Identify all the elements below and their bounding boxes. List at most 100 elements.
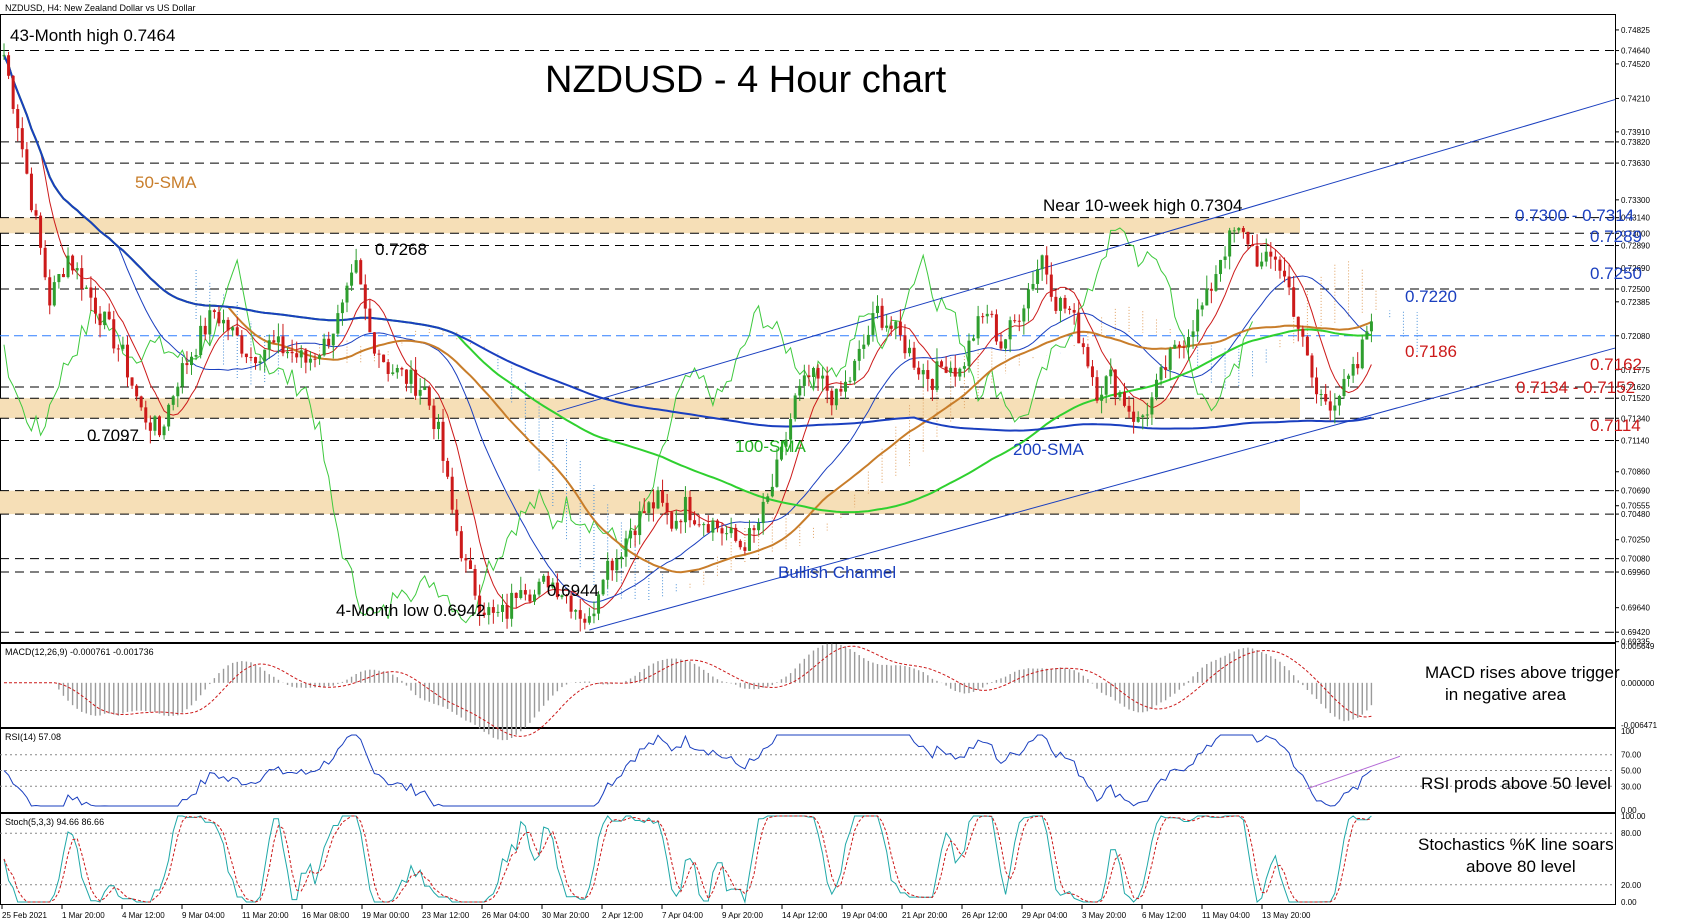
candle-body — [587, 616, 591, 623]
candle-body — [679, 520, 683, 523]
candle-body — [1141, 415, 1145, 418]
candle-body — [656, 490, 660, 509]
macd-label: MACD(12,26,9) -0.000761 -0.001736 — [5, 647, 154, 657]
chart-title: NZDUSD - 4 Hour chart — [545, 59, 947, 101]
candle-body — [569, 595, 573, 612]
candle-body — [976, 316, 980, 339]
symbol-info: NZDUSD, H4: New Zealand Dollar vs US Dol… — [5, 3, 196, 13]
candle-body — [125, 344, 129, 378]
time-tick-label: 1 Mar 20:00 — [62, 911, 105, 919]
candle-body — [770, 486, 774, 497]
price-zones — [0, 217, 1300, 515]
candle-body — [1113, 369, 1117, 398]
price-tick-label: 0.69420 — [1621, 628, 1650, 637]
rsi-note: RSI prods above 50 level — [1421, 774, 1611, 793]
candle-body — [318, 355, 322, 359]
candle-body — [395, 368, 399, 373]
candle-body — [34, 210, 38, 216]
price-tick-label: 0.72690 — [1621, 264, 1650, 273]
candle-body — [1022, 308, 1026, 322]
candle-body — [1287, 276, 1291, 288]
candle-body — [1109, 369, 1113, 377]
candle-body — [121, 344, 125, 349]
candle-body — [464, 558, 468, 561]
candle-body — [11, 75, 15, 109]
stoch-tick-label: 80.00 — [1621, 829, 1642, 838]
candle-body — [281, 336, 285, 354]
candle-body — [1356, 364, 1360, 369]
candle-body — [1132, 411, 1136, 422]
candle-body — [80, 268, 84, 290]
time-tick-label: 13 May 20:00 — [1262, 911, 1311, 919]
candle-body — [1054, 296, 1058, 311]
time-tick-label: 4 Mar 12:00 — [122, 911, 165, 919]
candle-body — [1168, 348, 1172, 370]
candle-body — [729, 527, 733, 534]
stoch-label: Stoch(5,3,3) 94.66 86.66 — [5, 817, 104, 827]
candle-body — [487, 607, 491, 616]
candle-body — [583, 618, 587, 623]
price-tick-label: 0.73910 — [1621, 128, 1650, 137]
candle-body — [350, 272, 354, 286]
candle-body — [789, 419, 793, 440]
candle-body — [565, 595, 569, 597]
candle-body — [446, 460, 450, 477]
price-tick-label: 0.70555 — [1621, 502, 1650, 511]
candle-body — [533, 594, 537, 602]
price-tick-label: 0.70080 — [1621, 555, 1650, 564]
price-tick-label: 0.73300 — [1621, 196, 1650, 205]
candle-body — [793, 395, 797, 420]
candle-body — [1154, 379, 1158, 398]
candle-body — [693, 520, 697, 525]
candle-body — [436, 421, 440, 430]
candle-body — [1347, 375, 1351, 379]
candle-body — [43, 247, 47, 278]
rsi-tick-label: 100 — [1621, 727, 1635, 736]
candle-body — [514, 592, 518, 598]
candle-body — [1136, 417, 1140, 422]
candle-body — [39, 215, 43, 248]
price-tick-label: 0.69335 — [1621, 638, 1650, 647]
price-tick-label: 0.74640 — [1621, 47, 1650, 56]
candle-body — [441, 421, 445, 461]
candle-body — [1068, 308, 1072, 310]
time-tick-label: 29 Apr 04:00 — [1022, 911, 1068, 919]
candle-body — [903, 335, 907, 354]
rsi-tick-label: 50.00 — [1621, 767, 1642, 776]
candle-body — [926, 370, 930, 379]
candle-body — [1159, 367, 1163, 380]
candle-body — [1310, 355, 1314, 378]
candle-body — [871, 313, 875, 335]
candle-body — [1095, 377, 1099, 401]
annotation-4-month-low: 4-Month low 0.6942 — [336, 601, 485, 620]
candle-body — [661, 490, 665, 503]
moving-averages — [3, 54, 1372, 624]
candle-body — [66, 255, 70, 278]
candle-body — [235, 327, 239, 336]
candle-body — [949, 367, 953, 373]
stoch-note-line1: Stochastics %K line soars — [1418, 835, 1614, 854]
candle-body — [84, 287, 88, 290]
candle-body — [345, 285, 349, 303]
channel-lower-line — [589, 347, 1616, 631]
price-tick-label: 0.73820 — [1621, 138, 1650, 147]
candle-body — [830, 390, 834, 406]
candle-body — [148, 422, 152, 431]
candle-body — [432, 405, 436, 430]
candle-body — [222, 319, 226, 324]
candle-body — [1328, 401, 1332, 411]
candle-body — [1241, 228, 1245, 232]
annotation-50-sma: 50-SMA — [135, 173, 197, 192]
candle-body — [153, 416, 157, 431]
time-tick-label: 25 Feb 2021 — [2, 911, 47, 919]
candle-body — [482, 612, 486, 616]
candle-body — [674, 520, 678, 529]
candle-body — [1324, 394, 1328, 402]
candle-body — [1365, 331, 1369, 340]
candle-body — [1246, 231, 1250, 245]
support-resistance-zone — [0, 217, 1300, 234]
candle-body — [1351, 364, 1355, 376]
candle-body — [542, 575, 546, 582]
candle-body — [52, 282, 56, 306]
candle-body — [825, 375, 829, 391]
